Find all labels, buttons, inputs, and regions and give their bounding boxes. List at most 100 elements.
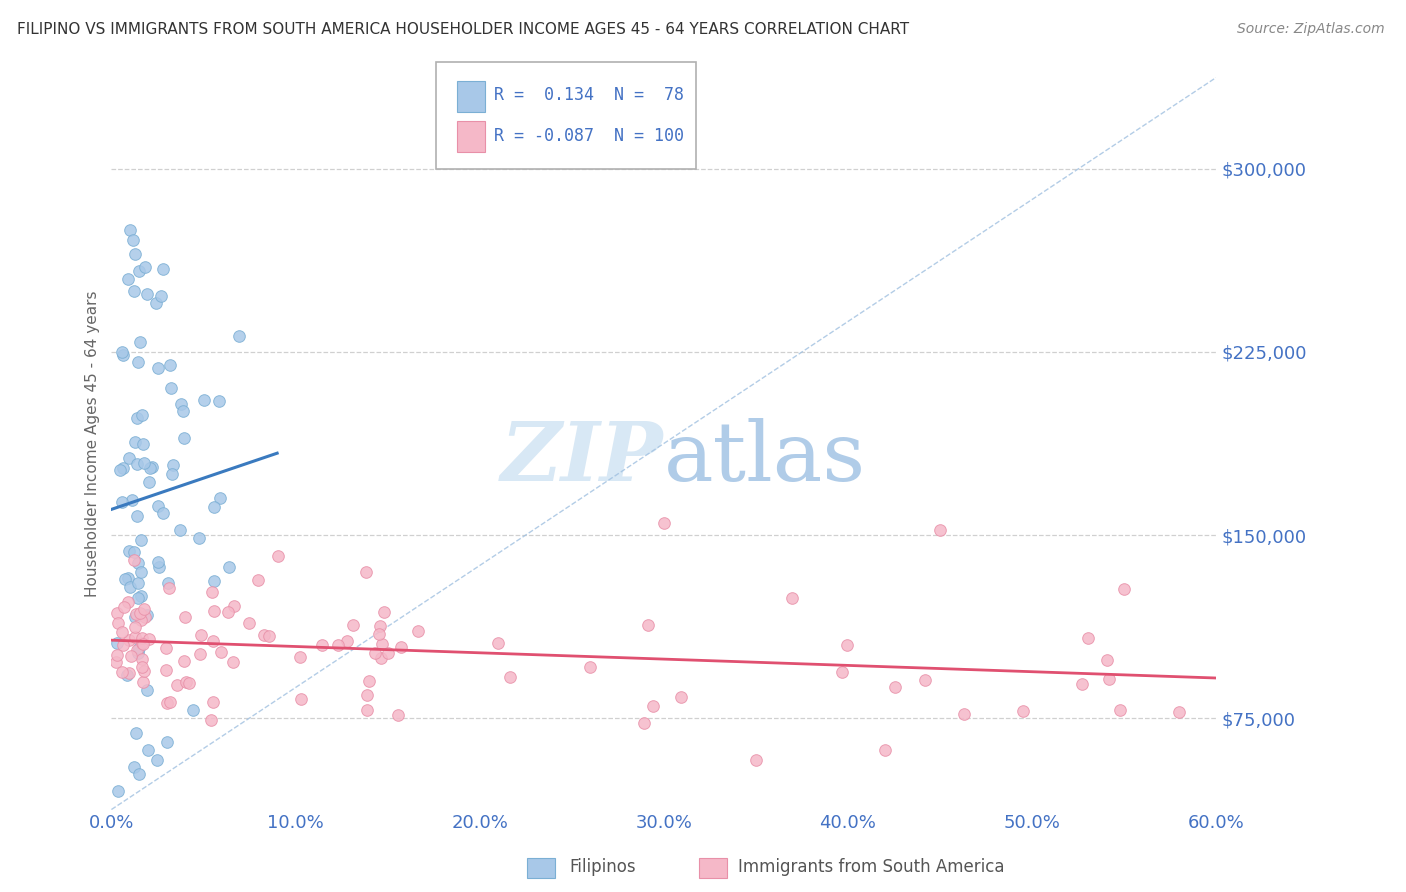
Point: [222, 656, 245, 670]
Point: [652, 516, 675, 530]
Point: [188, 531, 211, 545]
Point: [633, 715, 655, 730]
Point: [1095, 652, 1118, 666]
Point: [131, 631, 153, 645]
Point: [114, 572, 136, 586]
Point: [145, 296, 167, 310]
Point: [128, 264, 150, 278]
Point: [311, 638, 333, 652]
Point: [105, 648, 128, 663]
Point: [108, 462, 131, 476]
Point: [169, 523, 191, 537]
Point: [1077, 631, 1099, 645]
Point: [181, 703, 204, 717]
Point: [150, 289, 173, 303]
Point: [202, 695, 225, 709]
Point: [202, 500, 225, 515]
Point: [127, 575, 149, 590]
Point: [118, 633, 141, 648]
Text: atlas: atlas: [664, 418, 866, 498]
Point: [124, 435, 146, 450]
Point: [201, 584, 224, 599]
Point: [780, 591, 803, 605]
Point: [669, 690, 692, 705]
Point: [148, 559, 170, 574]
Point: [160, 467, 183, 482]
Point: [359, 674, 381, 689]
Point: [148, 500, 170, 514]
Point: [129, 589, 152, 603]
Point: [138, 632, 160, 646]
Point: [105, 606, 128, 620]
Point: [253, 628, 276, 642]
Point: [200, 713, 222, 727]
Point: [177, 675, 200, 690]
Point: [131, 652, 153, 666]
Point: [160, 381, 183, 395]
Point: [373, 606, 395, 620]
Text: Filipinos: Filipinos: [569, 858, 636, 876]
Point: [643, 699, 665, 714]
Point: [134, 260, 156, 274]
Point: [290, 692, 312, 706]
Point: [122, 553, 145, 567]
Point: [288, 649, 311, 664]
Point: [139, 460, 162, 475]
Point: [356, 688, 378, 702]
Point: [218, 559, 240, 574]
Point: [122, 284, 145, 298]
Point: [107, 784, 129, 798]
Point: [172, 404, 194, 418]
Point: [120, 580, 142, 594]
Point: [134, 609, 156, 624]
Point: [884, 680, 907, 694]
Point: [121, 492, 143, 507]
Point: [193, 392, 215, 407]
Point: [128, 606, 150, 620]
Point: [952, 706, 974, 721]
Point: [152, 506, 174, 520]
Point: [131, 660, 153, 674]
Point: [128, 641, 150, 656]
Point: [377, 646, 399, 660]
Point: [328, 638, 350, 652]
Point: [132, 602, 155, 616]
Point: [129, 613, 152, 627]
Point: [389, 640, 412, 655]
Point: [356, 703, 378, 717]
Point: [132, 437, 155, 451]
Point: [112, 638, 135, 652]
Point: [122, 545, 145, 559]
Point: [127, 355, 149, 369]
Point: [146, 752, 169, 766]
Point: [354, 566, 377, 580]
Point: [578, 659, 600, 673]
Point: [173, 431, 195, 445]
Point: [121, 233, 143, 247]
Point: [107, 636, 129, 650]
Point: [129, 565, 152, 579]
Point: [135, 287, 157, 301]
Point: [156, 696, 179, 710]
Point: [132, 637, 155, 651]
Point: [117, 571, 139, 585]
Point: [170, 397, 193, 411]
Point: [112, 600, 135, 615]
Point: [125, 607, 148, 621]
Point: [368, 627, 391, 641]
Point: [141, 460, 163, 475]
Point: [111, 348, 134, 362]
Point: [118, 451, 141, 466]
Point: [406, 624, 429, 638]
Point: [125, 410, 148, 425]
Point: [1012, 704, 1035, 718]
Point: [127, 557, 149, 571]
Point: [124, 630, 146, 644]
Point: [1098, 672, 1121, 686]
Point: [155, 663, 177, 677]
Point: [1168, 705, 1191, 719]
Point: [837, 638, 859, 652]
Point: [127, 591, 149, 606]
Point: [117, 595, 139, 609]
Point: [115, 668, 138, 682]
